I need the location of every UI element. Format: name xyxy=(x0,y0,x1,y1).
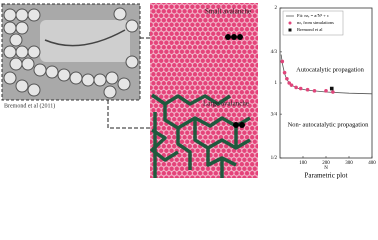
legend-swatch xyxy=(288,28,292,32)
y-tick-label: 1 xyxy=(275,81,278,86)
lattice xyxy=(150,3,258,178)
x-tick-label: 100 xyxy=(299,161,307,166)
data-point xyxy=(285,76,289,81)
data-point xyxy=(305,87,310,92)
legend-label: Bremond et al xyxy=(297,27,323,32)
legend-label: nₙᵣ from simulations xyxy=(297,20,334,25)
photo-caption: Bremond et al (2011) xyxy=(4,102,55,109)
annotation: Autocatalytic propagation xyxy=(296,66,364,73)
legend-swatch xyxy=(288,21,292,25)
data-point xyxy=(331,90,335,94)
figure: Bremond et al (2011) Small avalanche Lar… xyxy=(1,3,376,180)
legend-label: Fit: nₙᵣ = a/Nᵇ + c xyxy=(297,13,329,18)
x-tick-label: 400 xyxy=(368,161,376,166)
x-tick-label: 300 xyxy=(345,161,353,166)
large-avalanche-label: Large avalanche xyxy=(203,100,249,108)
data-point xyxy=(324,89,328,93)
data-point xyxy=(312,89,317,93)
y-tick-label: 2 xyxy=(275,6,278,11)
plot-caption: Parametric plot xyxy=(305,172,348,180)
x-axis-label: N xyxy=(324,166,328,171)
y-tick-label: 1/2 xyxy=(271,156,278,161)
annotation: Non- autocatalytic propagation xyxy=(288,121,370,128)
data-point xyxy=(298,86,303,91)
data-square xyxy=(329,86,334,91)
small-avalanche-label: Small avalanche xyxy=(205,8,251,16)
data-point xyxy=(287,81,292,85)
legend-box xyxy=(282,10,344,36)
data-point xyxy=(282,70,287,75)
data-point xyxy=(280,59,285,64)
x-tick-label: 200 xyxy=(322,161,330,166)
data-point xyxy=(289,83,294,87)
photo xyxy=(1,3,141,101)
y-tick-label: 4/3 xyxy=(271,50,278,55)
y-tick-label: 3/4 xyxy=(271,112,278,117)
data-point xyxy=(294,85,298,90)
